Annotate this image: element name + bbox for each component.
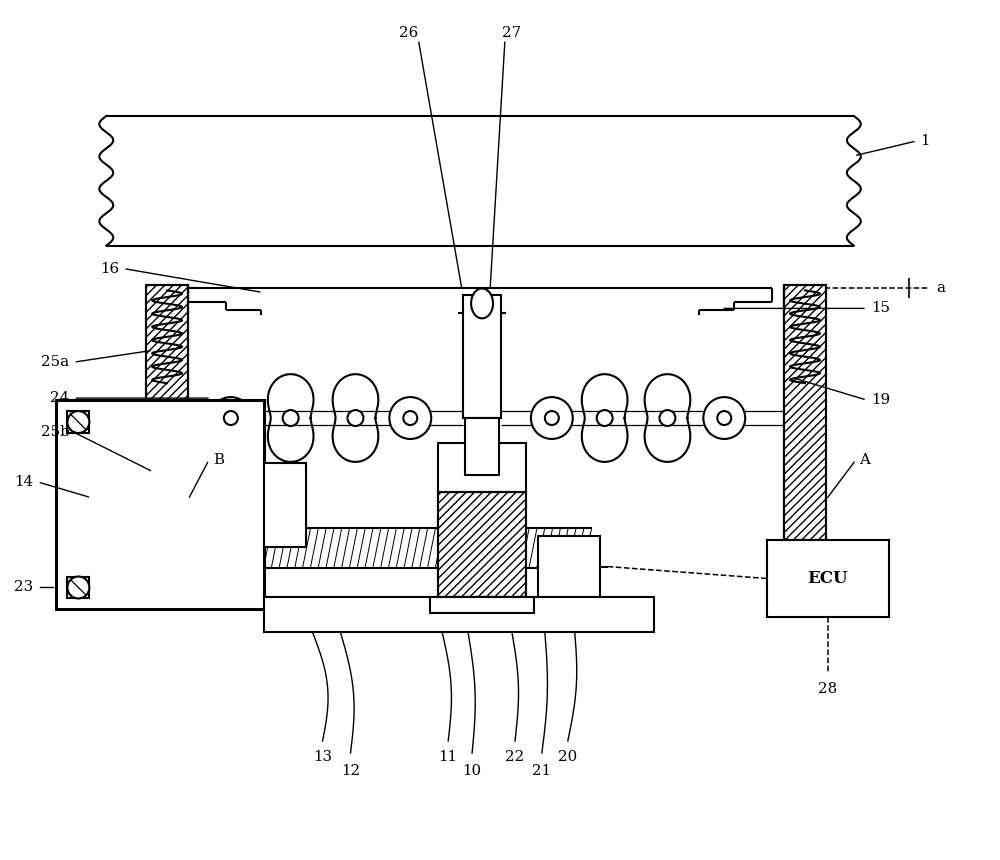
Text: 11: 11 <box>439 750 458 764</box>
Text: A: A <box>859 453 870 467</box>
Circle shape <box>67 411 89 433</box>
Bar <box>67 411 89 433</box>
Circle shape <box>659 410 675 426</box>
Bar <box>784 286 826 539</box>
Bar <box>146 286 188 539</box>
Ellipse shape <box>471 288 493 318</box>
Circle shape <box>717 411 731 425</box>
Text: 25a: 25a <box>41 355 69 369</box>
Bar <box>67 576 89 599</box>
Bar <box>465 418 499 475</box>
Text: 27: 27 <box>502 27 522 40</box>
Text: 26: 26 <box>399 27 418 40</box>
Circle shape <box>389 397 431 439</box>
Text: 16: 16 <box>100 261 119 275</box>
Text: 21: 21 <box>532 764 551 778</box>
Bar <box>767 539 889 617</box>
Text: 23: 23 <box>14 580 34 594</box>
Circle shape <box>67 576 89 599</box>
Bar <box>463 296 501 418</box>
Bar <box>264 598 654 632</box>
Circle shape <box>403 411 417 425</box>
Text: 19: 19 <box>871 393 890 407</box>
Circle shape <box>224 411 238 425</box>
Text: 20: 20 <box>558 750 577 764</box>
Bar <box>784 286 826 539</box>
Bar <box>264 463 306 547</box>
Circle shape <box>347 410 363 426</box>
Text: ECU: ECU <box>808 570 848 587</box>
Text: 22: 22 <box>505 750 525 764</box>
Circle shape <box>703 397 745 439</box>
Text: 15: 15 <box>871 301 890 316</box>
Text: 13: 13 <box>313 750 332 764</box>
Circle shape <box>545 411 559 425</box>
Text: a: a <box>937 281 946 296</box>
Circle shape <box>531 397 573 439</box>
Bar <box>538 536 600 598</box>
Text: 24: 24 <box>50 391 69 405</box>
Bar <box>438 443 526 493</box>
Bar <box>438 493 526 598</box>
Bar <box>56 400 264 610</box>
Text: 25b: 25b <box>41 425 69 439</box>
Text: 12: 12 <box>341 764 360 778</box>
Text: B: B <box>213 453 224 467</box>
Bar <box>438 493 526 598</box>
Circle shape <box>210 397 252 439</box>
Text: 1: 1 <box>921 134 930 148</box>
Text: 14: 14 <box>14 475 34 488</box>
Text: 28: 28 <box>818 682 838 696</box>
Circle shape <box>597 410 613 426</box>
Bar <box>146 286 188 539</box>
Bar <box>430 598 534 613</box>
Circle shape <box>283 410 299 426</box>
Text: 10: 10 <box>463 764 482 778</box>
